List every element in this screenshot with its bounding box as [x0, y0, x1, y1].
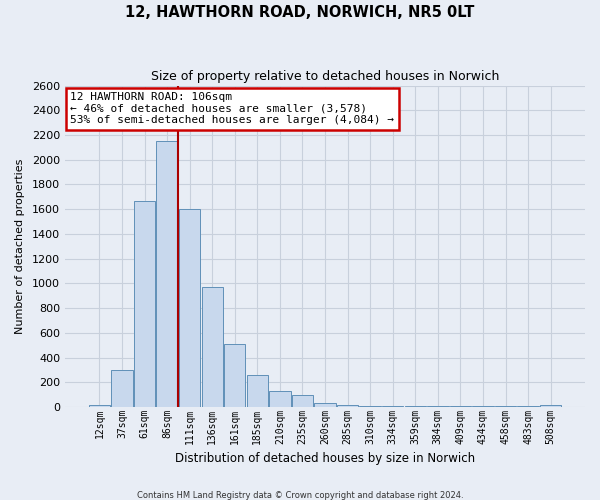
Bar	[517, 406, 539, 407]
Bar	[247, 376, 268, 407]
Bar	[89, 405, 110, 407]
Bar	[495, 406, 516, 407]
Bar	[202, 287, 223, 407]
Bar	[404, 406, 426, 407]
Y-axis label: Number of detached properties: Number of detached properties	[15, 158, 25, 334]
Bar	[540, 404, 562, 407]
Bar	[111, 370, 133, 407]
Bar	[292, 394, 313, 407]
Bar	[472, 406, 494, 407]
X-axis label: Distribution of detached houses by size in Norwich: Distribution of detached houses by size …	[175, 452, 475, 465]
Bar	[427, 406, 449, 407]
Bar	[134, 200, 155, 407]
Bar	[359, 406, 381, 407]
Text: 12, HAWTHORN ROAD, NORWICH, NR5 0LT: 12, HAWTHORN ROAD, NORWICH, NR5 0LT	[125, 5, 475, 20]
Bar	[337, 405, 358, 407]
Bar	[314, 402, 336, 407]
Bar	[382, 406, 403, 407]
Text: Contains HM Land Registry data © Crown copyright and database right 2024.: Contains HM Land Registry data © Crown c…	[137, 490, 463, 500]
Bar	[179, 209, 200, 407]
Bar	[157, 141, 178, 407]
Bar	[449, 406, 471, 407]
Text: 12 HAWTHORN ROAD: 106sqm
← 46% of detached houses are smaller (3,578)
53% of sem: 12 HAWTHORN ROAD: 106sqm ← 46% of detach…	[70, 92, 394, 125]
Title: Size of property relative to detached houses in Norwich: Size of property relative to detached ho…	[151, 70, 499, 83]
Bar	[224, 344, 245, 407]
Bar	[269, 391, 290, 407]
